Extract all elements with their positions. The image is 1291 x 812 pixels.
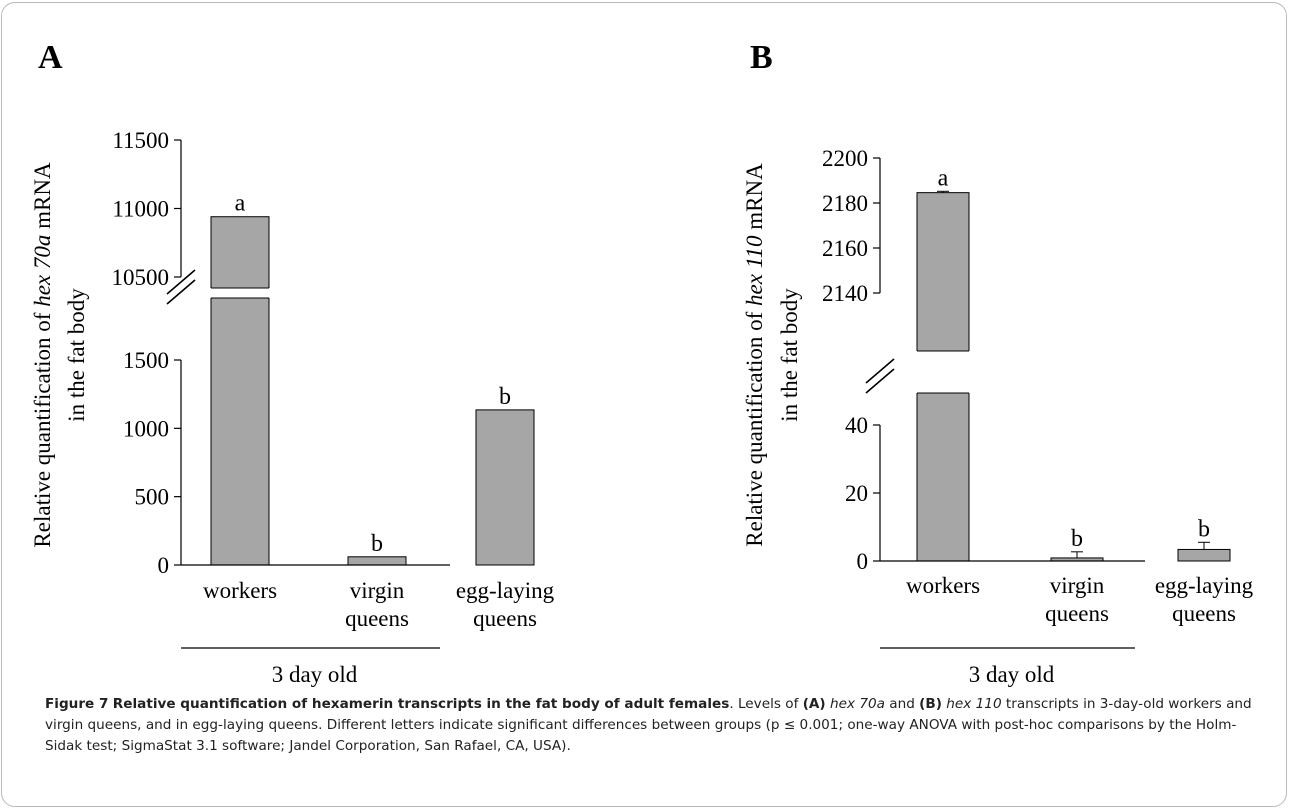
panel-b-lower-tick-label-1: 0 [857, 549, 869, 574]
panel-a-ylabel-line-2: in the fat body [64, 288, 89, 422]
panel-b-axis-break-mark-1 [865, 368, 895, 394]
caption-text-2: and [884, 696, 920, 712]
panel-b-letter-1: a [938, 165, 949, 191]
panel-a-category-2-line-1: virgin [350, 578, 405, 603]
panel-b-upper-tick-label-1: 2140 [822, 281, 868, 306]
panel-b-letter-3: b [1198, 516, 1210, 542]
panel-b-bar-1-break-gap [916, 351, 970, 393]
panel-a-axis-break-mark-1 [166, 279, 196, 305]
caption-b-gene: hex 110 [946, 696, 1002, 712]
panel-a-category-3-line-2: queens [473, 606, 537, 631]
panel-a-upper-tick-label-3: 11500 [112, 128, 169, 153]
panel-b-lower-tick-label-2: 20 [845, 481, 868, 506]
panel-b-group-label: 3 day old [969, 662, 1055, 687]
figure-7-charts: Aa workers b virgin queens b egg-laying queens 0… [30, 39, 1254, 687]
panel-a-lower-tick-label-2: 500 [135, 485, 170, 510]
panel-b-upper-tick-label-4: 2200 [822, 146, 868, 171]
caption-b-label: (B) [919, 696, 942, 712]
panel-b-bar-3 [1177, 548, 1231, 562]
panel-b-label: B [750, 39, 773, 76]
panel-b-ylabel-line-1: Relative quantification of hex 110 mRNA [742, 163, 767, 547]
panel-a-lower-tick-label-3: 1000 [123, 416, 169, 441]
panel-b-category-2-line-2: queens [1045, 601, 1109, 626]
panel-a-label: A [38, 39, 63, 76]
panel-a-category-3-line-1: egg-laying [456, 578, 555, 603]
panel-b-upper-tick-label-3: 2180 [822, 191, 868, 216]
figure-caption: Figure 7 Relative quantification of hexa… [45, 694, 1255, 757]
panel-b-lower-tick-label-3: 40 [845, 413, 868, 438]
panel-a-category-2-line-2: queens [345, 606, 409, 631]
panel-a-letter-1: a [235, 191, 246, 217]
panel-a-axis-break-mark-2 [166, 269, 196, 295]
caption-text-3: transcripts in 3-day-old workers and vir… [45, 696, 1252, 754]
panel-a-lower-tick-label-1: 0 [158, 553, 170, 578]
panel-a-upper-tick-label-2: 11000 [112, 197, 169, 222]
caption-text-1: . Levels of [729, 696, 803, 712]
panel-a-letter-2: b [371, 531, 383, 557]
panel-b-upper-tick-label-2: 2160 [822, 236, 868, 261]
panel-a-ylabel-line-1: Relative quantification of hex 70a mRNA [30, 162, 55, 548]
panel-b-category-3-line-1: egg-laying [1155, 573, 1254, 598]
caption-a-label: (A) [802, 696, 826, 712]
panel-a-bar-1-break-gap [210, 288, 270, 298]
panel-b-ylabel-line-2: in the fat body [777, 288, 802, 422]
caption-figure-label: Figure 7 [45, 696, 109, 712]
panel-a-bar-2 [347, 556, 407, 566]
panel-b-letter-2: b [1071, 526, 1083, 552]
panel-b-axis-break-mark-2 [865, 358, 895, 384]
panel-a-letter-3: b [499, 384, 511, 410]
panel-b-category-2-line-1: virgin [1050, 573, 1105, 598]
caption-title: Relative quantification of hexamerin tra… [112, 696, 730, 712]
panel-b-category-1-line-1: workers [906, 573, 980, 598]
panel-a-bar-1 [210, 216, 270, 566]
panel-a-upper-tick-label-1: 10500 [112, 265, 170, 290]
panel-a-category-1-line-1: workers [203, 578, 277, 603]
caption-a-gene: hex 70a [829, 696, 885, 712]
panel-a-group-label: 3 day old [272, 662, 358, 687]
panel-a-bar-3 [475, 409, 535, 566]
panel-a-lower-tick-label-4: 1500 [123, 348, 169, 373]
panel-b-category-3-line-2: queens [1172, 601, 1236, 626]
